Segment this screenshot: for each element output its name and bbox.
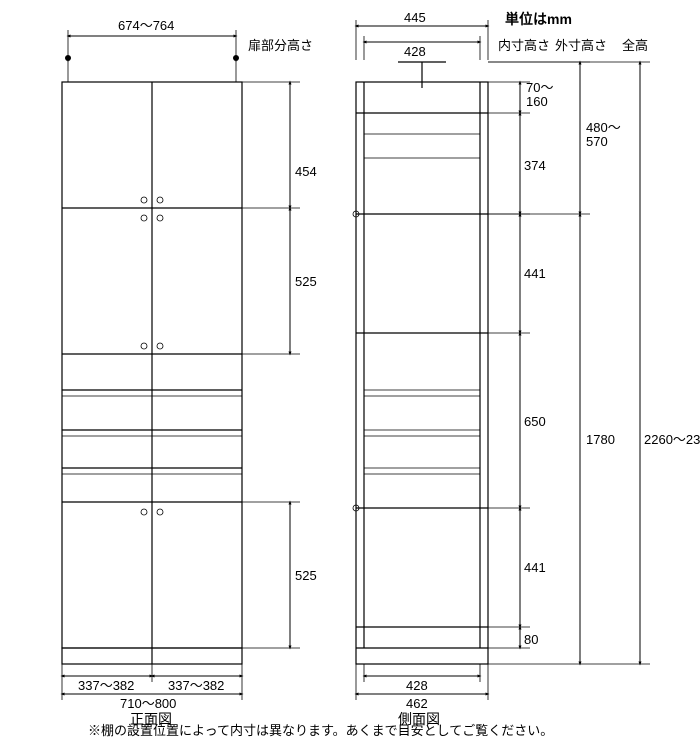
outer-seg-1: 1780 — [586, 432, 615, 447]
inner-seg-4: 441 — [524, 560, 546, 575]
door-h-2: 525 — [295, 568, 317, 583]
front-bottom-width: 710～800 — [120, 696, 176, 711]
front-view: 674～764 — [62, 18, 317, 727]
total-height: 2260～2350 — [644, 432, 700, 447]
outer-seg-0a: 480～ — [586, 120, 621, 135]
unit-label: 単位はmm — [505, 11, 572, 27]
inner-seg-3: 650 — [524, 414, 546, 429]
door-h-1: 525 — [295, 274, 317, 289]
side-view: 445 428 — [353, 10, 700, 727]
side-bottom-inner: 428 — [406, 678, 428, 693]
side-top-outer: 445 — [404, 10, 426, 25]
footnote: ※棚の設置位置によって内寸は異なります。あくまで目安としてご覧ください。 — [88, 723, 553, 737]
front-half-right: 337～382 — [168, 678, 224, 693]
header-inner-height: 内寸高さ — [498, 38, 550, 53]
inner-seg-0a: 70～ — [526, 80, 553, 95]
front-half-left: 337～382 — [78, 678, 134, 693]
outer-seg-0b: 570 — [586, 134, 608, 149]
side-top-inner: 428 — [404, 44, 426, 59]
inner-seg-2: 441 — [524, 266, 546, 281]
inner-seg-1: 374 — [524, 158, 546, 173]
header-outer-height: 外寸高さ — [555, 38, 607, 53]
header-total-height: 全高 — [622, 38, 648, 53]
side-bottom-outer: 462 — [406, 696, 428, 711]
door-h-0: 454 — [295, 164, 317, 179]
front-top-width: 674～764 — [118, 18, 174, 33]
inner-seg-5: 80 — [524, 632, 538, 647]
header-door-height: 扉部分高さ — [248, 38, 313, 53]
inner-seg-0b: 160 — [526, 94, 548, 109]
